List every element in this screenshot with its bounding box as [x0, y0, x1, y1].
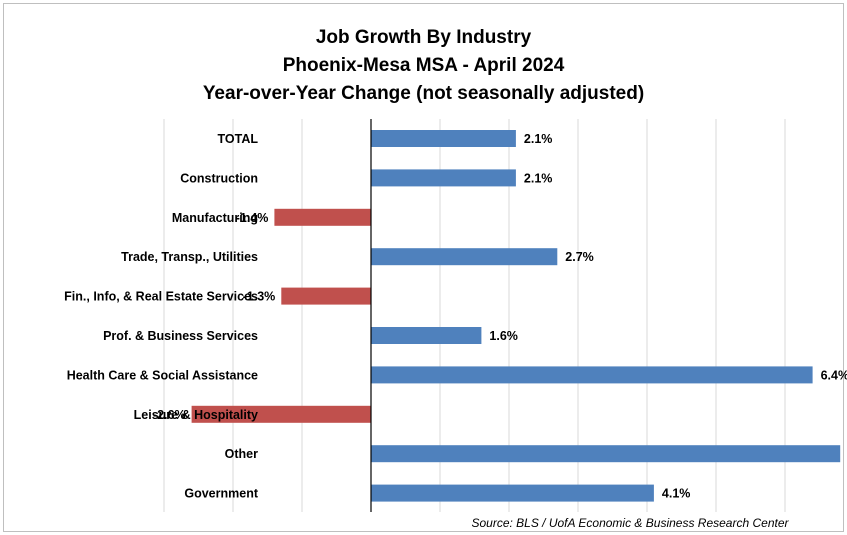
category-label: TOTAL [217, 132, 258, 146]
category-label: Construction [180, 171, 258, 185]
chart-title-line-1: Job Growth By Industry [315, 27, 532, 48]
bar [274, 208, 371, 226]
category-label: Fin., Info, & Real Estate Services [64, 290, 258, 304]
bar [371, 366, 813, 384]
value-label: -2.6% [153, 408, 186, 422]
bar [371, 248, 558, 266]
category-label: Leisure & Hospitality [134, 408, 258, 422]
value-label: -1.3% [243, 290, 276, 304]
value-label: 1.6% [489, 329, 518, 343]
chart-frame [3, 3, 844, 532]
category-label: Trade, Transp., Utilities [121, 250, 258, 264]
bar [371, 130, 516, 147]
bars [191, 130, 841, 502]
category-label: Health Care & Social Assistance [67, 368, 258, 382]
value-label: 2.7% [565, 250, 594, 264]
bar [371, 169, 516, 187]
value-label: 6.4% [821, 368, 847, 382]
source-note: Source: BLS / UofA Economic & Business R… [471, 516, 789, 530]
value-label: -1.4% [236, 211, 269, 225]
value-label: 4.1% [662, 487, 691, 501]
bar [281, 287, 371, 305]
category-label: Prof. & Business Services [103, 329, 258, 343]
category-label: Manufacturing [172, 211, 258, 225]
chart-title-line-3: Year-over-Year Change (not seasonally ad… [202, 83, 645, 104]
category-label: Other [225, 447, 258, 461]
value-label: 2.1% [524, 171, 553, 185]
bar [371, 445, 841, 463]
bar [371, 327, 482, 344]
chart-title-line-2: Phoenix-Mesa MSA - April 2024 [282, 55, 565, 76]
category-label: Government [184, 487, 258, 501]
labels: TOTAL 2.1%Construction 2.1%Manufacturing-1… [64, 132, 847, 501]
bar [191, 405, 371, 423]
value-label: 2.1% [524, 132, 553, 146]
bar [371, 484, 654, 502]
